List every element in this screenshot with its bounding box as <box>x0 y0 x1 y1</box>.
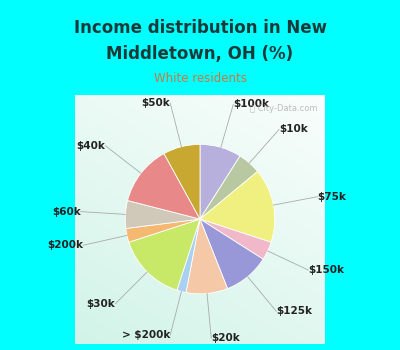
Wedge shape <box>200 172 275 242</box>
Text: Income distribution in New: Income distribution in New <box>74 19 326 37</box>
Wedge shape <box>128 154 200 219</box>
Wedge shape <box>200 156 258 219</box>
Text: $10k: $10k <box>279 124 308 134</box>
Text: $200k: $200k <box>47 240 83 250</box>
Text: White residents: White residents <box>154 72 246 85</box>
Text: $150k: $150k <box>308 265 344 275</box>
Text: ⓘ City-Data.com: ⓘ City-Data.com <box>250 104 317 113</box>
Wedge shape <box>125 201 200 229</box>
Text: Middletown, OH (%): Middletown, OH (%) <box>106 46 294 63</box>
Wedge shape <box>129 219 200 290</box>
Wedge shape <box>200 219 271 259</box>
Wedge shape <box>164 144 200 219</box>
Wedge shape <box>126 219 200 242</box>
Text: $75k: $75k <box>318 192 346 202</box>
Text: $30k: $30k <box>87 299 116 309</box>
Text: $60k: $60k <box>52 206 81 217</box>
Text: $40k: $40k <box>77 141 106 151</box>
Wedge shape <box>200 219 263 289</box>
Text: $20k: $20k <box>211 333 240 343</box>
Wedge shape <box>186 219 228 294</box>
Text: $50k: $50k <box>142 98 170 108</box>
Text: $100k: $100k <box>233 99 269 109</box>
Wedge shape <box>177 219 200 293</box>
Text: > $200k: > $200k <box>122 330 170 340</box>
Wedge shape <box>200 144 240 219</box>
Text: $125k: $125k <box>276 306 312 316</box>
